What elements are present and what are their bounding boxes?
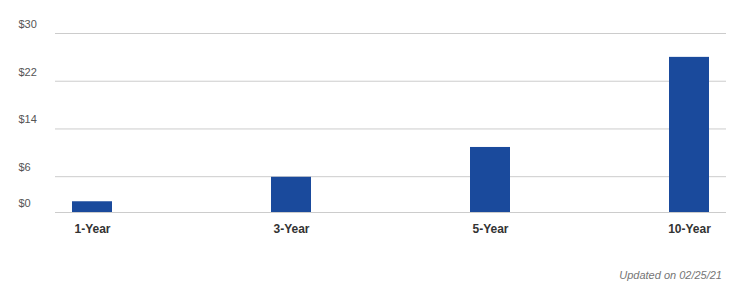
svg-text:$6: $6 (19, 161, 31, 173)
svg-text:$0: $0 (19, 197, 31, 209)
svg-text:$30: $30 (19, 18, 37, 30)
svg-text:5-Year: 5-Year (472, 222, 508, 236)
svg-text:10-Year: 10-Year (668, 222, 711, 236)
svg-text:1-Year: 1-Year (74, 222, 110, 236)
svg-text:$22: $22 (19, 66, 37, 78)
html-text:Updated on 02/25/21: Updated on 02/25/21 (619, 269, 722, 281)
svg-text:$14: $14 (19, 113, 37, 125)
svg-text:3-Year: 3-Year (273, 222, 309, 236)
